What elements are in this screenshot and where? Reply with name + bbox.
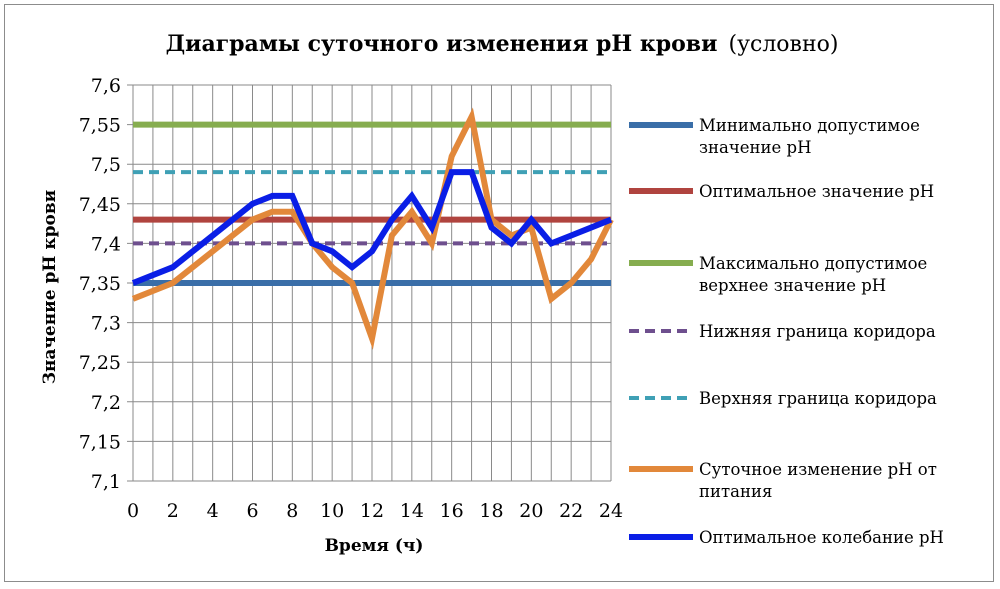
x-tick-label: 4 bbox=[207, 500, 219, 522]
legend-label-6: Суточное изменение pH от bbox=[699, 460, 937, 479]
y-tick-label: 7,3 bbox=[91, 313, 121, 335]
legend-label-2: Оптимальное значение pH bbox=[699, 182, 934, 201]
x-tick-label: 24 bbox=[599, 500, 623, 522]
y-tick-label: 7,55 bbox=[79, 115, 121, 137]
x-tick-labels: 0 2 4 6 8 10 12 14 16 18 20 22 24 bbox=[127, 500, 623, 522]
y-tick-label: 7,6 bbox=[91, 75, 121, 97]
series-line-6 bbox=[131, 107, 614, 350]
x-tick-label: 16 bbox=[440, 500, 464, 522]
x-tick-label: 18 bbox=[479, 500, 503, 522]
legend-label-3: верхнее значение pH bbox=[699, 276, 886, 295]
x-tick-label: 6 bbox=[246, 500, 258, 522]
x-tick-label: 22 bbox=[559, 500, 583, 522]
legend-label-1: Минимально допустимое bbox=[699, 116, 920, 135]
legend-label-3: Максимально допустимое bbox=[699, 254, 927, 273]
x-tick-label: 0 bbox=[127, 500, 139, 522]
x-tick-label: 8 bbox=[286, 500, 298, 522]
x-axis-label: Время (ч) bbox=[325, 536, 424, 556]
y-tick-label: 7,15 bbox=[79, 431, 121, 453]
chart-frame: Диаграмы суточного изменения pH крови (у… bbox=[4, 4, 994, 582]
chart-title: Диаграмы суточного изменения pH крови (у… bbox=[166, 31, 839, 57]
series-lines bbox=[131, 107, 614, 350]
y-tick-label: 7,2 bbox=[91, 392, 121, 414]
chart-svg: Диаграмы суточного изменения pH крови (у… bbox=[40, 31, 944, 556]
y-tick-label: 7,1 bbox=[91, 471, 121, 493]
y-tick-labels: 7,1 7,15 7,2 7,25 7,3 7,35 7,4 7,45 7,5 7,55 7,6 bbox=[79, 75, 121, 493]
legend-label-4: Нижняя граница коридора bbox=[699, 322, 936, 341]
legend-label-5: Верхняя граница коридора bbox=[699, 389, 937, 408]
y-tick-label: 7,35 bbox=[79, 273, 121, 295]
x-tick-label: 12 bbox=[360, 500, 384, 522]
y-tick-label: 7,5 bbox=[91, 154, 121, 176]
y-tick-label: 7,25 bbox=[79, 352, 121, 374]
legend: Минимально допустимое значение pH Оптималь… bbox=[629, 116, 944, 547]
series-line-7 bbox=[131, 169, 613, 286]
legend-label-6: питания bbox=[699, 482, 772, 501]
legend-label-7: Оптимальное колебание pH bbox=[699, 528, 944, 547]
chart-title-bold: Диаграмы суточного изменения pH крови bbox=[166, 31, 718, 57]
x-tick-label: 2 bbox=[167, 500, 179, 522]
y-tick-label: 7,45 bbox=[79, 194, 121, 216]
chart-title-normal: (условно) bbox=[728, 32, 838, 57]
x-tick-label: 20 bbox=[519, 500, 543, 522]
y-axis-label: Значение pH крови bbox=[40, 189, 60, 384]
legend-label-1: значение pH bbox=[699, 138, 811, 157]
y-tick-label: 7,4 bbox=[91, 233, 121, 255]
x-tick-label: 10 bbox=[320, 500, 344, 522]
x-tick-label: 14 bbox=[400, 500, 424, 522]
